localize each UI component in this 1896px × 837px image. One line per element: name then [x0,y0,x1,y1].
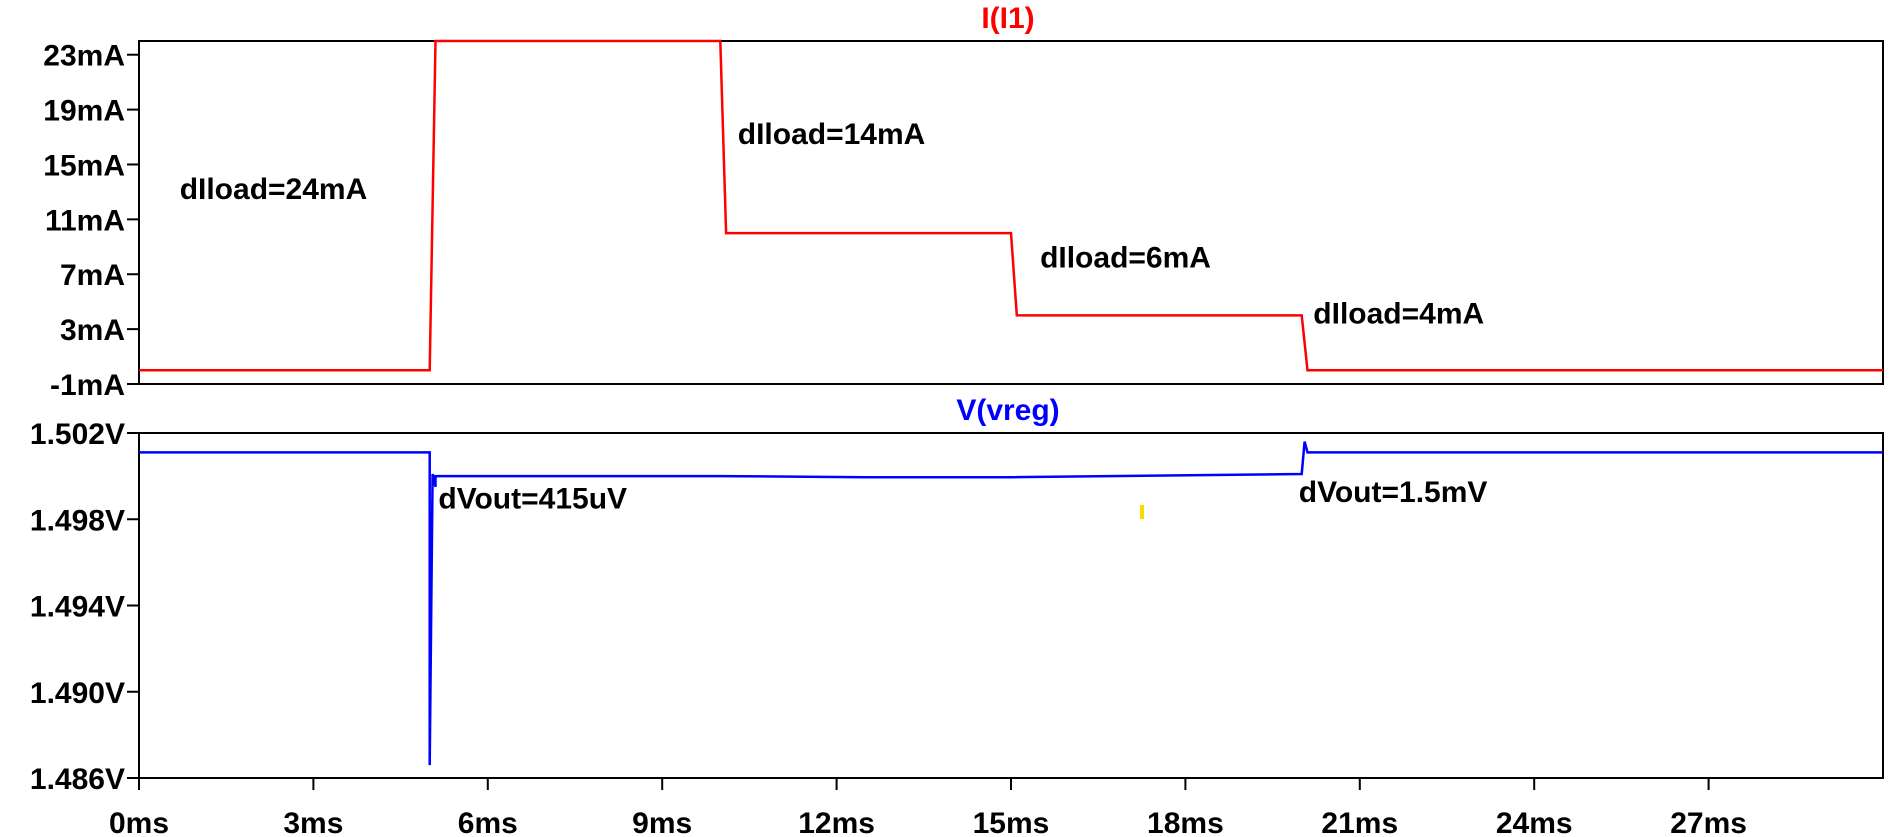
x-tick-label: 6ms [458,807,518,837]
current-trace [139,39,1883,372]
annotation-label: dVout=415uV [438,482,627,515]
bottom-pane-y-tick-label: 1.486V [30,763,125,796]
x-tick-label: 24ms [1496,807,1573,837]
top-pane-y-tick-label: -1mA [50,369,125,402]
top-pane-title: I(I1) [981,2,1034,35]
x-tick-label: 27ms [1670,807,1747,837]
bottom-pane-y-tick-label: 1.498V [30,504,125,537]
bottom-pane-y-axis: 1.502V 1.498V 1.494V 1.490V 1.486V [30,418,139,796]
annotation-label: dIload=24mA [180,173,368,206]
x-tick-label: 18ms [1147,807,1224,837]
cursor-marker [1140,505,1144,519]
bottom-pane-y-tick-label: 1.490V [30,677,125,710]
annotation-label: dIload=4mA [1313,298,1484,331]
bottom-pane-annotations: dVout=415uV dVout=1.5mV [438,476,1487,515]
top-pane-annotations: dIload=24mA dIload=14mA dIload=6mA dIload=4… [180,118,1484,331]
bottom-pane-frame [138,432,1884,779]
top-pane-y-tick-label: 3mA [60,314,125,347]
x-tick-label: 3ms [283,807,343,837]
bottom-pane-y-tick-label: 1.502V [30,418,125,451]
bottom-pane-title: V(vreg) [956,394,1059,427]
x-tick-label: 21ms [1321,807,1398,837]
top-pane-frame [138,40,1884,385]
voltage-trace [139,441,1883,766]
top-pane-y-tick-label: 11mA [45,204,125,237]
annotation-label: dVout=1.5mV [1299,476,1488,509]
top-pane-y-tick-label: 23mA [43,40,125,73]
x-tick-label: 9ms [632,807,692,837]
bottom-pane-y-tick-label: 1.494V [30,591,125,624]
x-axis: 0ms 3ms 6ms 9ms 12ms 15ms 18ms 21ms 24ms 27ms [109,778,1747,837]
top-pane-y-tick-label: 15mA [43,149,125,182]
annotation-label: dIload=14mA [738,118,926,151]
top-pane-y-tick-label: 7mA [60,259,125,292]
top-pane-y-tick-label: 19mA [43,95,125,128]
x-tick-label: 0ms [109,807,169,837]
x-tick-label: 12ms [798,807,875,837]
x-tick-label: 15ms [973,807,1050,837]
top-pane-y-axis: 23mA 19mA 15mA 11mA 7mA 3mA -1mA [43,40,139,402]
annotation-label: dIload=6mA [1040,241,1211,274]
